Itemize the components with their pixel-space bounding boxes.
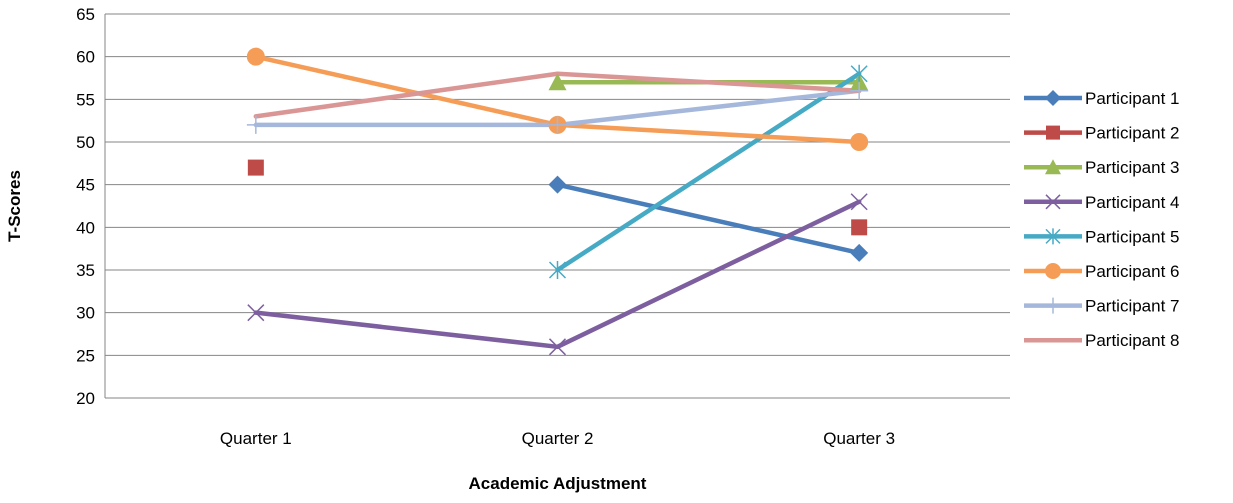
y-tick-label: 45: [76, 176, 95, 195]
series-markers: [246, 47, 869, 356]
data-point: [1046, 125, 1060, 140]
data-point: [850, 193, 868, 211]
data-point: [1045, 228, 1061, 245]
data-point: [850, 64, 868, 83]
data-point: [1045, 263, 1061, 279]
data-point: [1045, 194, 1061, 210]
legend-label: Participant 3: [1085, 158, 1180, 177]
legend-item: Participant 3: [1024, 158, 1180, 177]
legend-label: Participant 7: [1085, 297, 1180, 316]
y-tick-label: 30: [76, 304, 95, 323]
legend-item: Participant 2: [1024, 124, 1180, 143]
data-point: [246, 115, 265, 134]
x-axis-ticks: Quarter 1 Quarter 2 Quarter 3: [220, 429, 895, 448]
data-point: [1045, 90, 1061, 106]
data-point: [851, 219, 868, 236]
y-tick-label: 25: [76, 346, 95, 365]
series-line: [555, 182, 862, 256]
x-tick-label: Quarter 2: [522, 429, 594, 448]
legend-item: Participant 6: [1024, 262, 1180, 281]
y-axis-title: T-Scores: [5, 170, 24, 242]
y-axis-ticks: 20 25 30 35 40 45 50 55 60 65: [76, 5, 95, 408]
legend-item: Participant 8: [1024, 331, 1180, 350]
legend-item: Participant 4: [1024, 193, 1180, 212]
y-tick-label: 50: [76, 133, 95, 152]
data-point: [1045, 297, 1061, 314]
data-point: [247, 304, 265, 322]
data-point: [548, 261, 567, 279]
y-tick-label: 65: [76, 5, 95, 24]
legend-item: Participant 7: [1024, 297, 1180, 316]
data-point: [850, 81, 869, 100]
series-line: [555, 71, 862, 273]
y-tick-label: 55: [76, 90, 95, 109]
y-tick-label: 35: [76, 261, 95, 280]
data-point: [548, 175, 567, 194]
legend-label: Participant 6: [1085, 262, 1180, 281]
data-point: [246, 47, 265, 66]
x-axis-title: Academic Adjustment: [469, 474, 647, 493]
legend-label: Participant 2: [1085, 124, 1180, 143]
data-point: [850, 133, 869, 151]
y-tick-label: 60: [76, 48, 95, 67]
legend-label: Participant 5: [1085, 227, 1180, 246]
data-point: [548, 73, 567, 91]
y-tick-label: 20: [76, 389, 95, 408]
legend-label: Participant 4: [1085, 193, 1180, 212]
data-point: [850, 243, 869, 262]
data-point: [548, 115, 567, 134]
data-point: [247, 159, 264, 176]
legend-item: Participant 1: [1024, 89, 1180, 108]
x-tick-label: Quarter 1: [220, 429, 292, 448]
data-point: [548, 338, 567, 356]
x-tick-label: Quarter 3: [823, 429, 895, 448]
legend: Participant 1 Participant 2 Participant 3 P…: [1024, 89, 1180, 350]
legend-label: Participant 1: [1085, 89, 1180, 108]
data-point: [1045, 159, 1061, 175]
legend-item: Participant 5: [1024, 227, 1180, 246]
series-lines: [253, 54, 862, 350]
legend-label: Participant 8: [1085, 331, 1180, 350]
y-tick-label: 40: [76, 218, 95, 237]
